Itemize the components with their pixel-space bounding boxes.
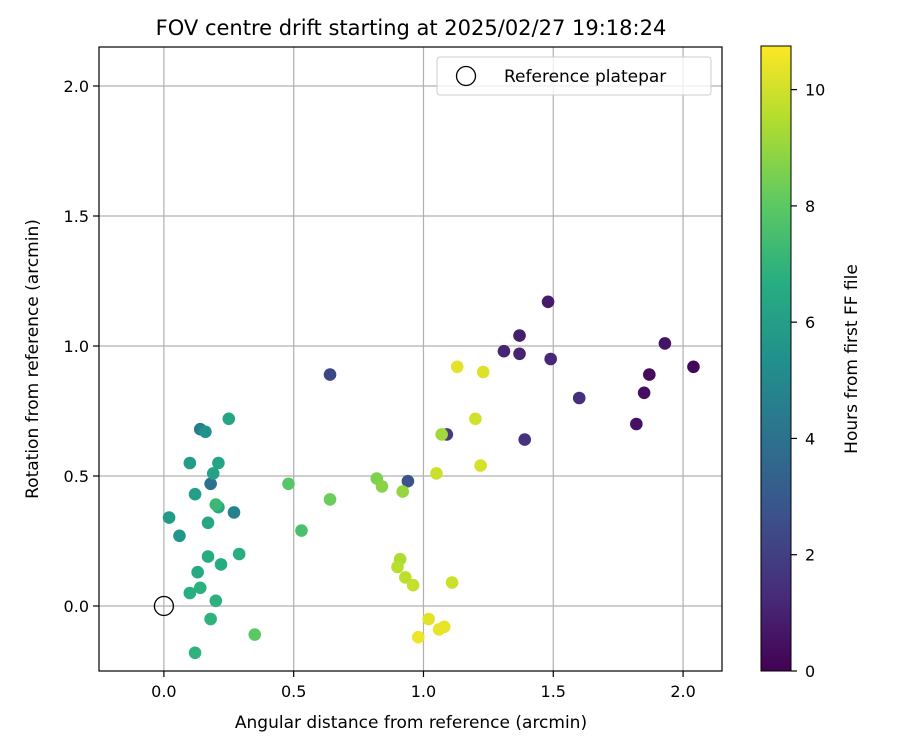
colorbar-tick-label: 2: [805, 546, 815, 565]
data-point: [201, 550, 215, 563]
data-point: [214, 558, 228, 571]
colorbar: 0 2 4 6 8 10 Hours from first FF file: [760, 45, 862, 681]
data-point: [206, 467, 220, 480]
data-point: [201, 516, 215, 530]
plot-frame: [98, 46, 723, 672]
data-point: [295, 524, 308, 537]
data-point: [162, 511, 176, 524]
data-point: [643, 368, 656, 381]
data-point: [191, 565, 204, 579]
data-point: [437, 620, 451, 634]
colorbar-tick-label: 10: [805, 81, 825, 100]
data-point: [188, 646, 202, 660]
chart-title: FOV centre drift starting at 2025/02/27 …: [156, 16, 667, 40]
data-point: [232, 547, 246, 561]
data-point: [391, 560, 404, 574]
data-point: [544, 352, 557, 366]
legend-label-reference: Reference platepar: [504, 67, 666, 87]
x-tick-label: 2.0: [670, 682, 695, 701]
legend-marker-reference: [455, 65, 477, 87]
data-point: [209, 498, 223, 511]
data-point: [188, 487, 202, 501]
data-point: [637, 386, 651, 400]
data-point: [183, 456, 197, 470]
data-point: [518, 433, 532, 446]
data-point: [401, 474, 415, 488]
legend-box: [436, 56, 712, 96]
y-tick-label: 1.0: [64, 337, 89, 356]
y-tick-label: 0.5: [64, 467, 89, 486]
data-point: [513, 347, 526, 361]
data-point: [282, 477, 295, 491]
data-point: [173, 529, 186, 543]
data-point: [541, 295, 555, 309]
data-point: [222, 412, 236, 426]
data-point: [474, 459, 487, 472]
colorbar-tick-label: 0: [805, 662, 815, 681]
data-point: [411, 630, 425, 644]
data-point: [513, 329, 526, 342]
y-tick-label: 1.5: [64, 207, 89, 226]
x-axis-ticks: 0.0 0.5 1.0 1.5 2.0: [151, 671, 696, 701]
x-tick-label: 1.0: [411, 682, 436, 701]
data-point: [497, 344, 511, 358]
data-points: [153, 295, 700, 660]
data-point: [406, 578, 420, 592]
colorbar-label: Hours from first FF file: [842, 264, 862, 454]
colorbar-tick-label: 4: [805, 429, 815, 448]
legend: Reference platepar: [436, 56, 712, 96]
y-tick-label: 2.0: [64, 77, 89, 96]
x-axis-label: Angular distance from reference (arcmin): [235, 713, 587, 733]
data-point: [422, 612, 435, 626]
x-tick-label: 0.5: [281, 682, 306, 701]
data-point: [212, 456, 225, 470]
data-point: [399, 571, 412, 584]
data-point: [323, 493, 337, 506]
data-point: [193, 581, 207, 595]
data-point: [450, 360, 464, 374]
data-point: [227, 506, 241, 519]
data-point: [572, 391, 586, 405]
data-point: [658, 337, 672, 350]
data-point: [469, 412, 482, 426]
data-point: [630, 417, 643, 431]
x-tick-label: 1.5: [541, 682, 566, 701]
colorbar-ticks: 0 2 4 6 8 10: [791, 81, 825, 681]
colorbar-tick-label: 8: [805, 197, 815, 216]
data-point: [375, 480, 389, 493]
plot-area: [99, 47, 722, 671]
data-point: [183, 586, 197, 600]
data-point: [430, 467, 443, 480]
x-tick-label: 0.0: [151, 682, 176, 701]
data-point: [396, 485, 410, 498]
data-point: [435, 428, 448, 441]
y-tick-label: 0.0: [64, 597, 89, 616]
y-axis-label: Rotation from reference (arcmin): [23, 219, 43, 499]
colorbar-gradient: [760, 45, 792, 672]
data-point: [476, 365, 490, 379]
data-point: [204, 477, 217, 491]
data-point: [199, 425, 212, 439]
data-point: [687, 360, 700, 374]
y-axis-ticks: 0.0 0.5 1.0 1.5 2.0: [64, 77, 99, 616]
data-point: [323, 368, 337, 381]
data-point: [204, 612, 217, 626]
reference-platepar-marker: [153, 595, 175, 617]
data-point: [248, 628, 262, 641]
data-point: [445, 576, 459, 589]
data-point: [209, 594, 223, 608]
colorbar-tick-label: 6: [805, 313, 815, 332]
